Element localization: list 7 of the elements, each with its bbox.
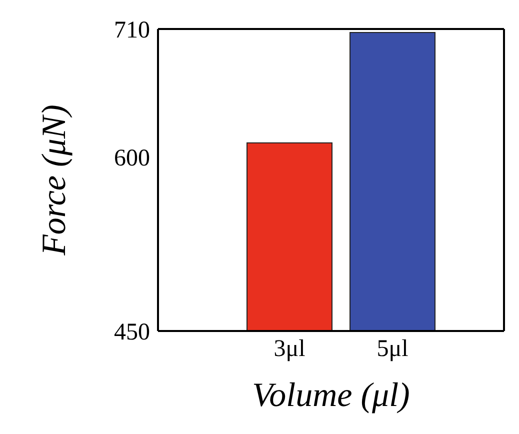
x-tick-label: 5μl xyxy=(376,336,409,362)
y-tick-label: 600 xyxy=(114,145,150,172)
y-tick-label: 710 xyxy=(114,18,150,44)
y-axis-title: Force (μN) xyxy=(36,104,74,256)
x-tick-label: 3μl xyxy=(274,336,306,362)
x-axis-title: Volume (μl) xyxy=(252,377,410,414)
y-tick-label: 450 xyxy=(114,320,150,346)
